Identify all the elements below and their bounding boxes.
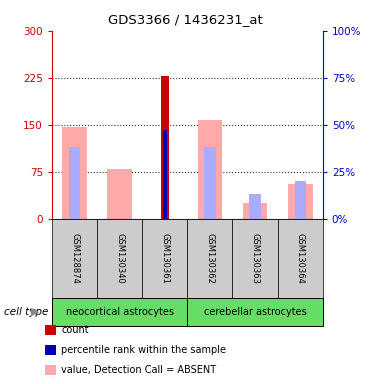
Text: count: count — [61, 325, 89, 335]
Text: value, Detection Call = ABSENT: value, Detection Call = ABSENT — [61, 365, 216, 375]
Text: GSM130340: GSM130340 — [115, 233, 124, 284]
Bar — [161, 76, 169, 219]
Text: percentile rank within the sample: percentile rank within the sample — [61, 345, 226, 355]
Bar — [197, 121, 222, 219]
Bar — [69, 147, 80, 219]
Bar — [162, 131, 167, 219]
Bar — [62, 127, 87, 219]
Bar — [204, 147, 216, 219]
Bar — [249, 194, 261, 219]
Text: GSM130363: GSM130363 — [250, 233, 260, 284]
Text: ▶: ▶ — [31, 307, 39, 317]
Bar — [243, 203, 267, 219]
Text: GDS3366 / 1436231_at: GDS3366 / 1436231_at — [108, 13, 263, 26]
Bar — [107, 169, 132, 219]
Text: GSM128874: GSM128874 — [70, 233, 79, 284]
Text: GSM130362: GSM130362 — [206, 233, 214, 284]
Text: neocortical astrocytes: neocortical astrocytes — [66, 307, 174, 317]
Text: cerebellar astrocytes: cerebellar astrocytes — [204, 307, 306, 317]
Text: GSM130361: GSM130361 — [160, 233, 169, 284]
Text: GSM130364: GSM130364 — [296, 233, 305, 284]
Bar — [288, 184, 313, 219]
Text: cell type: cell type — [4, 307, 48, 317]
Bar — [295, 181, 306, 219]
